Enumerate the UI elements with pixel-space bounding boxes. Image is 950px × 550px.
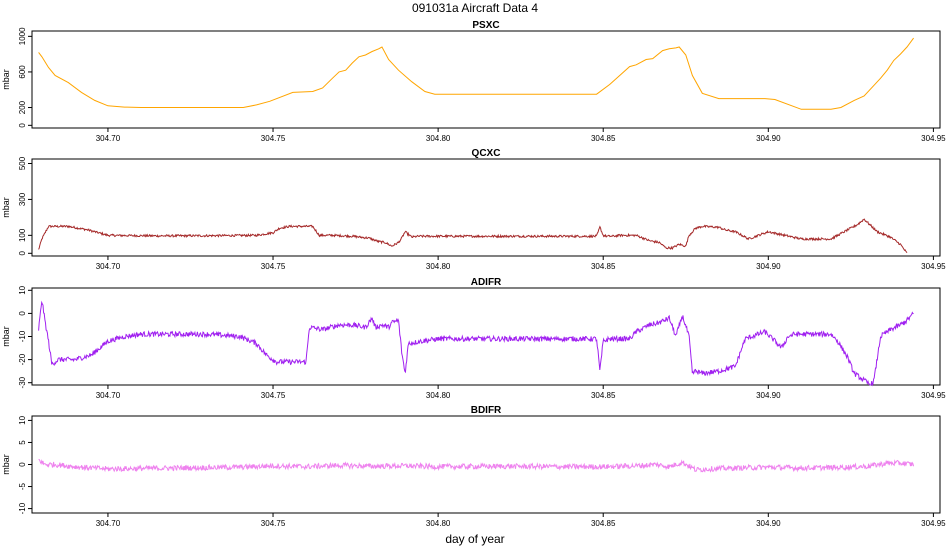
series-line-psxc [38,37,915,110]
x-tick-label: 304.95 [921,391,946,400]
y-tick-label: 600 [18,65,27,79]
panel-title: BDIFR [471,405,502,416]
x-tick-label: 304.90 [756,391,781,400]
y-tick-label: 5 [18,440,27,445]
x-tick-label: 304.80 [426,134,451,143]
x-tick-label: 304.85 [591,391,616,400]
y-axis-label: mbar [1,197,11,218]
x-tick-label: 304.75 [261,519,286,528]
y-tick-label: 10 [18,415,27,424]
panel-qcxc: QCXC mbar 0 100 300 500 304.70 304.75 304.80 304.… [1,148,946,271]
x-tick-label: 304.90 [756,519,781,528]
plot-frame [31,158,941,257]
y-tick-label: 200 [18,100,27,114]
y-tick-label: -20 [18,353,27,365]
x-tick-label: 304.75 [261,262,286,271]
x-tick-label: 304.85 [591,519,616,528]
x-tick-label: 304.75 [261,391,286,400]
y-tick-label: 0 [18,123,27,128]
figure-title: 091031a Aircraft Data 4 [412,1,538,15]
series-line-qcxc [38,218,908,253]
panel-adifr: ADIFR mbar -30 -20 -10 0 10 304.70 304.75 304.80 3… [1,277,946,400]
panel-title: ADIFR [471,277,502,288]
panel-bdifr: BDIFR mbar -10 -5 0 5 10 304.70 304.75 304.80 304.… [1,405,946,528]
x-tick-label: 304.95 [921,134,946,143]
x-tick-label: 304.80 [426,391,451,400]
y-tick-label: 0 [18,311,27,316]
y-tick-label: 500 [18,156,27,170]
x-tick-label: 304.95 [921,262,946,271]
y-axis-label: mbar [1,69,11,90]
series-line-bdifr [38,458,915,473]
x-tick-label: 304.70 [96,134,121,143]
y-tick-label: -10 [18,502,27,514]
y-tick-label: 300 [18,192,27,206]
panel-psxc: PSXC mbar 0 200 600 1000 304.70 304.75 304.80 304… [1,20,946,143]
y-tick-label: -10 [18,330,27,342]
x-tick-label: 304.95 [921,519,946,528]
x-tick-label: 304.85 [591,134,616,143]
plot-frame [31,30,941,129]
panel-title: PSXC [472,20,499,31]
x-tick-label: 304.85 [591,262,616,271]
x-tick-label: 304.70 [96,391,121,400]
x-tick-label: 304.75 [261,134,286,143]
plot-frame [31,415,941,514]
y-tick-label: 100 [18,228,27,242]
x-axis-label: day of year [445,532,504,546]
x-tick-label: 304.80 [426,519,451,528]
y-tick-label: -5 [18,482,27,490]
x-tick-label: 304.80 [426,262,451,271]
x-tick-label: 304.90 [756,262,781,271]
y-axis-label: mbar [1,454,11,475]
x-tick-label: 304.70 [96,519,121,528]
y-tick-label: -30 [18,376,27,388]
y-tick-label: 10 [18,285,27,294]
panel-title: QCXC [472,148,501,159]
series-line-adifr [38,300,914,387]
y-tick-label: 1000 [18,27,27,45]
y-axis-label: mbar [1,326,11,347]
y-tick-label: 0 [18,251,27,256]
x-tick-label: 304.90 [756,134,781,143]
x-tick-label: 304.70 [96,262,121,271]
y-tick-label: 0 [18,462,27,467]
